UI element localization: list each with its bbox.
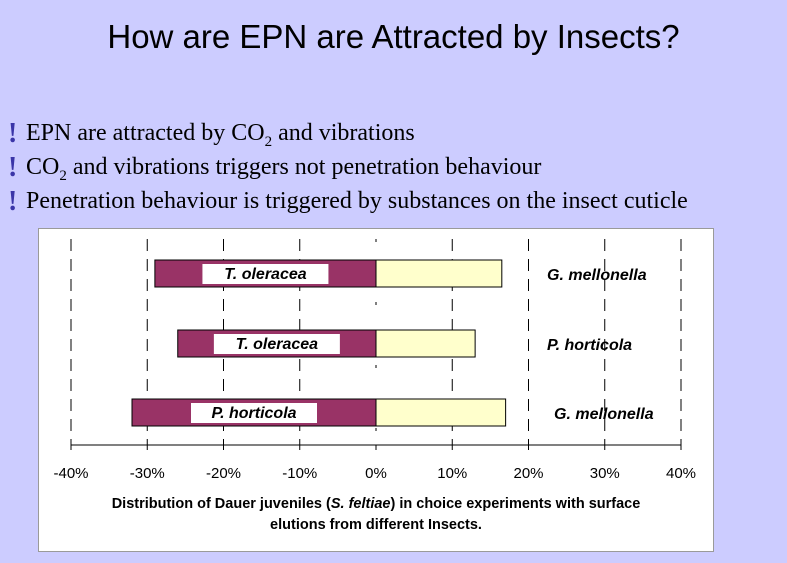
bar-label-box: [213, 334, 340, 354]
x-tick-label: -20%: [206, 465, 241, 482]
chart-caption-line1: Distribution of Dauer juveniles (S. felt…: [112, 496, 641, 512]
bar-label-right: P. horticola: [547, 337, 632, 354]
exclamation-icon: !: [8, 152, 18, 183]
x-tick-label: -30%: [130, 465, 165, 482]
x-tick-label: 0%: [365, 465, 387, 482]
bar-label-box: [191, 403, 317, 423]
x-tick-label: -10%: [282, 465, 317, 482]
chart-caption-line2: elutions from different Insects.: [270, 517, 482, 533]
bullet-item: ! EPN are attracted by CO2 and vibration…: [8, 118, 787, 154]
bar-label-left: T. oleracea: [224, 266, 307, 283]
bar-label-right: G. mellonella: [547, 267, 647, 284]
bullet-item: ! CO2 and vibrations triggers not penetr…: [8, 152, 787, 188]
bullet-text: EPN are attracted by CO2 and vibrations: [26, 120, 415, 150]
bar-label-right: G. mellonella: [554, 406, 654, 423]
bullet-item: ! Penetration behaviour is triggered by …: [8, 186, 787, 222]
exclamation-icon: !: [8, 186, 18, 217]
x-tick-label: 20%: [513, 465, 543, 482]
bar-positive: [375, 398, 507, 427]
bar-label-box: [202, 264, 329, 284]
x-tick-label: -40%: [53, 465, 88, 482]
slide-title: How are EPN are Attracted by Insects?: [107, 18, 680, 55]
bullet-text: Penetration behaviour is triggered by su…: [26, 188, 688, 214]
bar-label-left: T. oleracea: [236, 336, 319, 353]
chart-panel: -40% -30% -20% -10% 0% 10% 20% 30% 40% T. olerace…: [38, 228, 714, 552]
bullet-text: CO2 and vibrations triggers not penetrat…: [26, 154, 542, 184]
bullet-list: ! EPN are attracted by CO2 and vibration…: [8, 118, 787, 222]
x-tick-label: 10%: [437, 465, 467, 482]
bar-positive: [375, 259, 503, 288]
bar-positive: [375, 329, 476, 358]
diverging-bar-chart: -40% -30% -20% -10% 0% 10% 20% 30% 40% T. olerace…: [53, 239, 696, 533]
bar-label-left: P. horticola: [211, 405, 296, 422]
x-tick-label: 40%: [666, 465, 696, 482]
x-tick-label: 30%: [590, 465, 620, 482]
exclamation-icon: !: [8, 118, 18, 149]
